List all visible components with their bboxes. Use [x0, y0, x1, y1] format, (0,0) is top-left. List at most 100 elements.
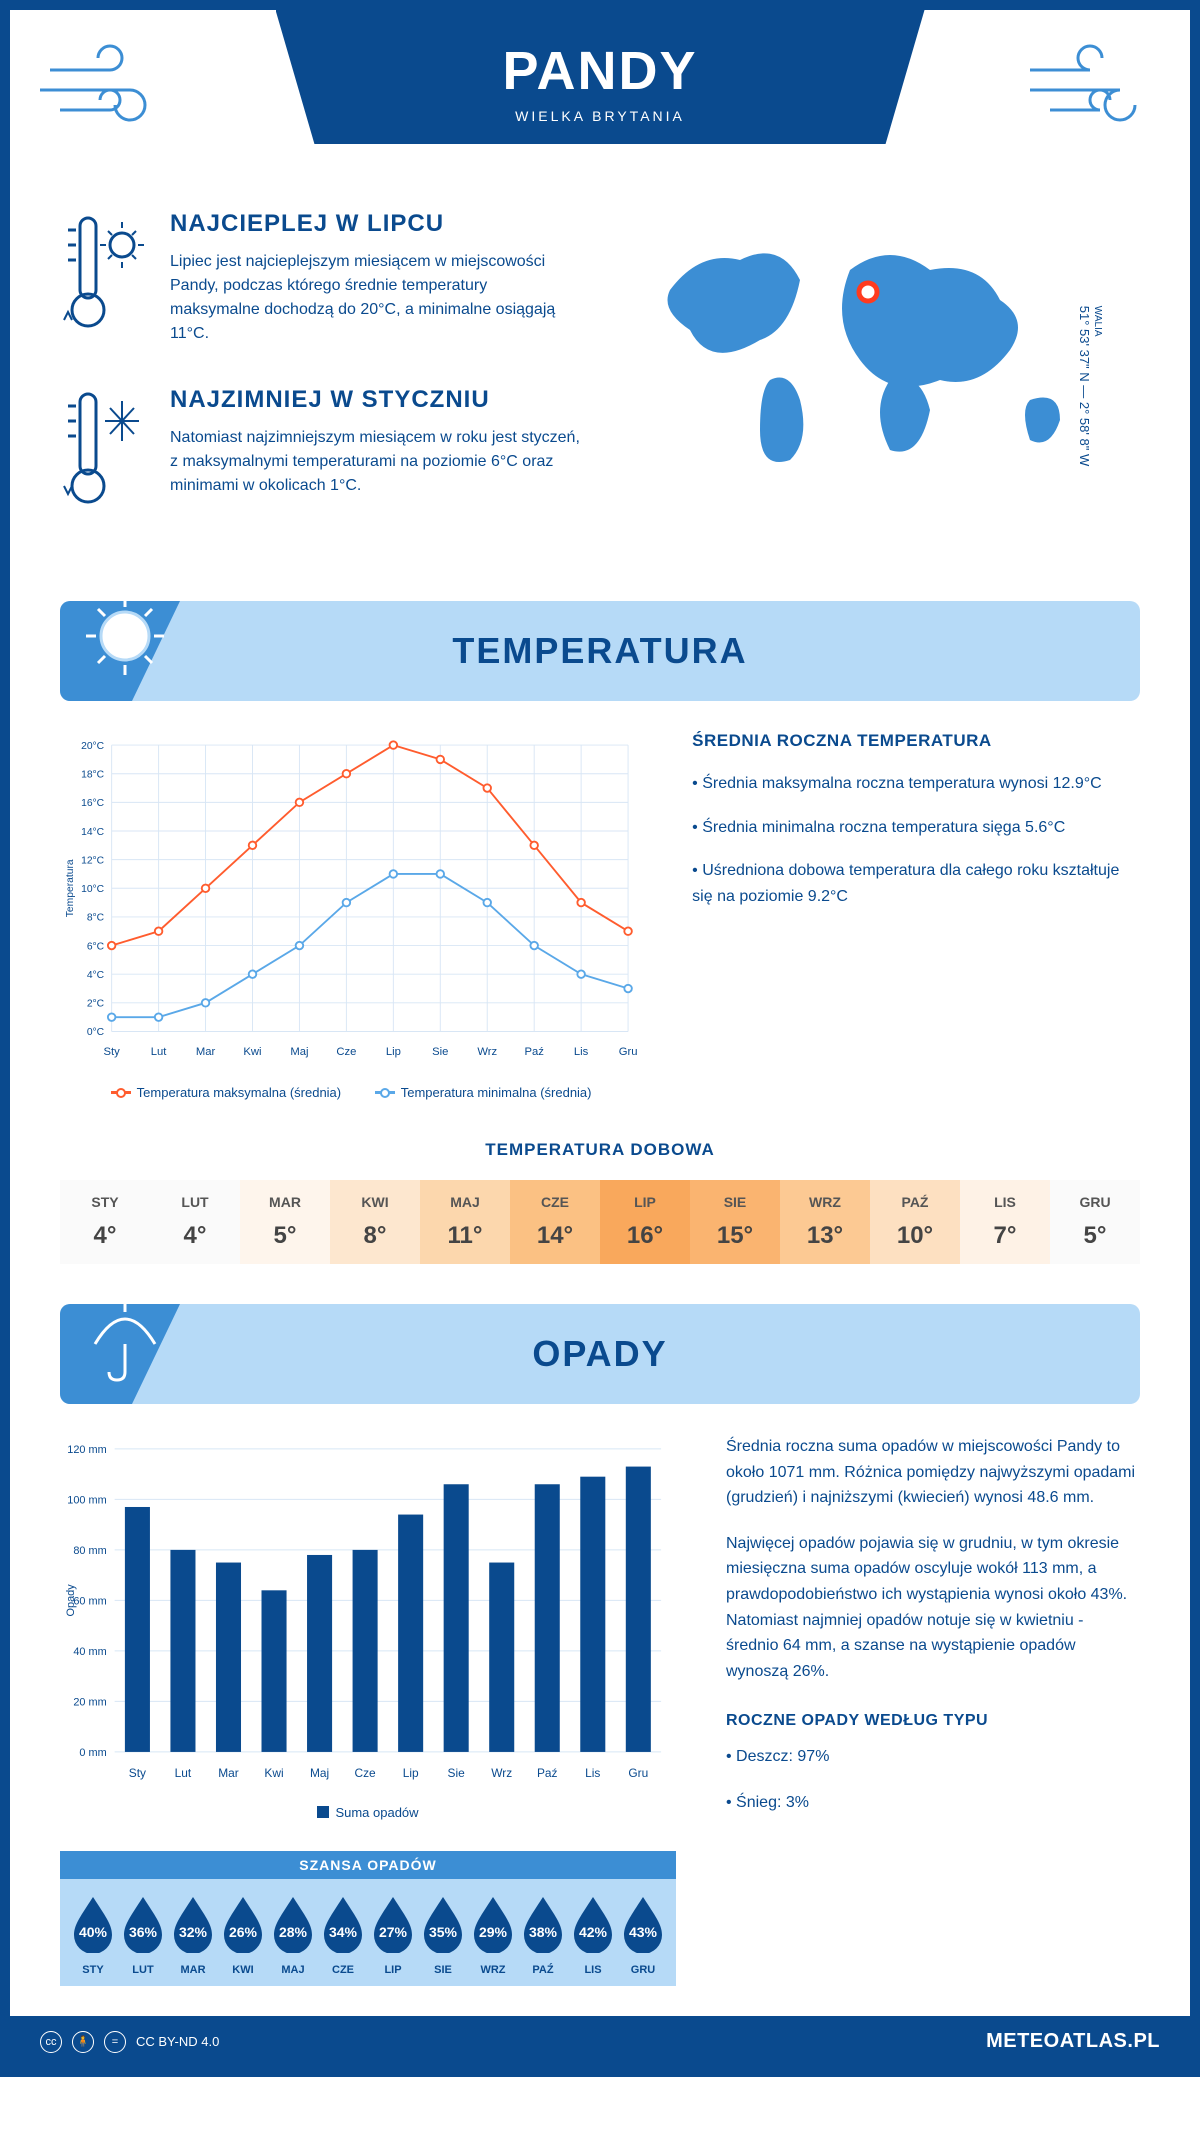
daily-cell: LIP16°: [600, 1180, 690, 1264]
svg-text:Kwi: Kwi: [243, 1046, 261, 1058]
chance-drop: 28%MAJ: [270, 1895, 316, 1976]
svg-text:10°C: 10°C: [81, 884, 105, 895]
region-label: WALIA: [1092, 305, 1103, 465]
daily-cell: SIE15°: [690, 1180, 780, 1264]
facts-column: NAJCIEPLEJ W LIPCU Lipiec jest najcieple…: [60, 210, 580, 561]
chance-box: SZANSA OPADÓW 40%STY36%LUT32%MAR26%KWI28…: [60, 1851, 676, 1986]
fact-cold-title: NAJZIMNIEJ W STYCZNIU: [170, 386, 580, 414]
svg-text:43%: 43%: [629, 1924, 658, 1940]
svg-text:28%: 28%: [279, 1924, 308, 1940]
fact-warmest: NAJCIEPLEJ W LIPCU Lipiec jest najcieple…: [60, 210, 580, 346]
world-map-icon: [620, 210, 1140, 490]
chance-drop: 29%WRZ: [470, 1895, 516, 1976]
temp-bullet-3: • Uśredniona dobowa temperatura dla całe…: [692, 858, 1140, 909]
wind-icon-left: [40, 40, 180, 140]
daily-cell: CZE14°: [510, 1180, 600, 1264]
svg-text:Lip: Lip: [403, 1766, 419, 1780]
svg-text:100 mm: 100 mm: [67, 1494, 106, 1506]
svg-text:2°C: 2°C: [87, 999, 105, 1010]
precipitation-chart: 0 mm20 mm40 mm60 mm80 mm100 mm120 mmStyL…: [60, 1434, 676, 1986]
svg-text:Sty: Sty: [129, 1766, 146, 1780]
chance-drop: 34%CZE: [320, 1895, 366, 1976]
svg-text:Wrz: Wrz: [491, 1766, 512, 1780]
svg-text:27%: 27%: [379, 1924, 408, 1940]
site-name: METEOATLAS.PL: [986, 2030, 1160, 2053]
footer: cc 🧍 = CC BY-ND 4.0 METEOATLAS.PL: [10, 2016, 1190, 2067]
svg-text:Gru: Gru: [619, 1046, 638, 1058]
intro-row: NAJCIEPLEJ W LIPCU Lipiec jest najcieple…: [60, 210, 1140, 561]
svg-text:38%: 38%: [529, 1924, 558, 1940]
svg-text:32%: 32%: [179, 1924, 208, 1940]
svg-text:Paź: Paź: [537, 1766, 558, 1780]
chance-drop: 43%GRU: [620, 1895, 666, 1976]
fact-warm-title: NAJCIEPLEJ W LIPCU: [170, 210, 580, 238]
svg-text:6°C: 6°C: [87, 941, 105, 952]
chance-drop: 32%MAR: [170, 1895, 216, 1976]
chance-drop: 40%STY: [70, 1895, 116, 1976]
temp-chart-legend: Temperatura maksymalna (średnia) Tempera…: [60, 1082, 642, 1100]
svg-text:Maj: Maj: [290, 1046, 308, 1058]
daily-cell: PAŹ10°: [870, 1180, 960, 1264]
svg-text:12°C: 12°C: [81, 855, 105, 866]
svg-text:26%: 26%: [229, 1924, 258, 1940]
fact-coldest: NAJZIMNIEJ W STYCZNIU Natomiast najzimni…: [60, 386, 580, 521]
precip-p2: Najwięcej opadów pojawia się w grudniu, …: [726, 1531, 1140, 1685]
svg-text:35%: 35%: [429, 1924, 458, 1940]
svg-text:Cze: Cze: [355, 1766, 377, 1780]
precip-type-1: • Deszcz: 97%: [726, 1744, 1140, 1770]
svg-text:Lis: Lis: [585, 1766, 600, 1780]
content: NAJCIEPLEJ W LIPCU Lipiec jest najcieple…: [10, 210, 1190, 2016]
section-head-precipitation: OPADY: [60, 1304, 1140, 1404]
license-block: cc 🧍 = CC BY-ND 4.0: [40, 2031, 219, 2053]
location-title: PANDY: [276, 40, 925, 102]
section-head-temperature: TEMPERATURA: [60, 601, 1140, 701]
daily-cell: STY4°: [60, 1180, 150, 1264]
svg-text:Lut: Lut: [175, 1766, 192, 1780]
legend-min: Temperatura minimalna (średnia): [401, 1085, 592, 1100]
chance-drop: 42%LIS: [570, 1895, 616, 1976]
daily-cell: LUT4°: [150, 1180, 240, 1264]
daily-cell: MAR5°: [240, 1180, 330, 1264]
map-column: WALIA 51° 53' 37" N — 2° 58' 8" W: [620, 210, 1140, 561]
daily-cell: LIS7°: [960, 1180, 1050, 1264]
svg-text:Lut: Lut: [151, 1046, 168, 1058]
chance-drop: 38%PAŹ: [520, 1895, 566, 1976]
sun-icon: [80, 591, 170, 686]
svg-text:42%: 42%: [579, 1924, 608, 1940]
temperature-chart: 0°C2°C4°C6°C8°C10°C12°C14°C16°C18°C20°CS…: [60, 731, 642, 1100]
temperature-info: ŚREDNIA ROCZNA TEMPERATURA • Średnia mak…: [692, 731, 1140, 927]
section-title-temperature: TEMPERATURA: [452, 630, 747, 672]
country-subtitle: WIELKA BRYTANIA: [276, 108, 925, 124]
precipitation-row: 0 mm20 mm40 mm60 mm80 mm100 mm120 mmStyL…: [60, 1434, 1140, 1986]
daily-cell: GRU5°: [1050, 1180, 1140, 1264]
svg-text:40 mm: 40 mm: [73, 1646, 106, 1658]
chance-drop: 27%LIP: [370, 1895, 416, 1976]
svg-text:0 mm: 0 mm: [79, 1747, 106, 1759]
legend-max: Temperatura maksymalna (średnia): [137, 1085, 341, 1100]
temp-bullet-2: • Średnia minimalna roczna temperatura s…: [692, 815, 1140, 841]
svg-text:Maj: Maj: [310, 1766, 329, 1780]
precipitation-info: Średnia roczna suma opadów w miejscowośc…: [726, 1434, 1140, 1835]
license-text: CC BY-ND 4.0: [136, 2034, 219, 2049]
fact-cold-body: Natomiast najzimniejszym miesiącem w rok…: [170, 426, 580, 498]
svg-text:Temperatura: Temperatura: [65, 859, 76, 917]
coordinates: WALIA 51° 53' 37" N — 2° 58' 8" W: [1077, 305, 1103, 465]
svg-text:18°C: 18°C: [81, 769, 105, 780]
svg-text:20 mm: 20 mm: [73, 1696, 106, 1708]
svg-text:Paź: Paź: [524, 1046, 544, 1058]
svg-text:Sty: Sty: [104, 1046, 121, 1058]
svg-text:Sie: Sie: [448, 1766, 466, 1780]
svg-text:0°C: 0°C: [87, 1027, 105, 1038]
svg-text:40%: 40%: [79, 1924, 108, 1940]
precip-type-2: • Śnieg: 3%: [726, 1790, 1140, 1816]
svg-text:Kwi: Kwi: [264, 1766, 283, 1780]
daily-cell: MAJ11°: [420, 1180, 510, 1264]
legend-precip: Suma opadów: [335, 1805, 418, 1820]
svg-text:Mar: Mar: [218, 1766, 239, 1780]
nd-icon: =: [104, 2031, 126, 2053]
svg-text:60 mm: 60 mm: [73, 1595, 106, 1607]
precip-p1: Średnia roczna suma opadów w miejscowośc…: [726, 1434, 1140, 1511]
temp-bullet-1: • Średnia maksymalna roczna temperatura …: [692, 771, 1140, 797]
chance-title: SZANSA OPADÓW: [60, 1851, 676, 1879]
umbrella-icon: [80, 1294, 170, 1389]
